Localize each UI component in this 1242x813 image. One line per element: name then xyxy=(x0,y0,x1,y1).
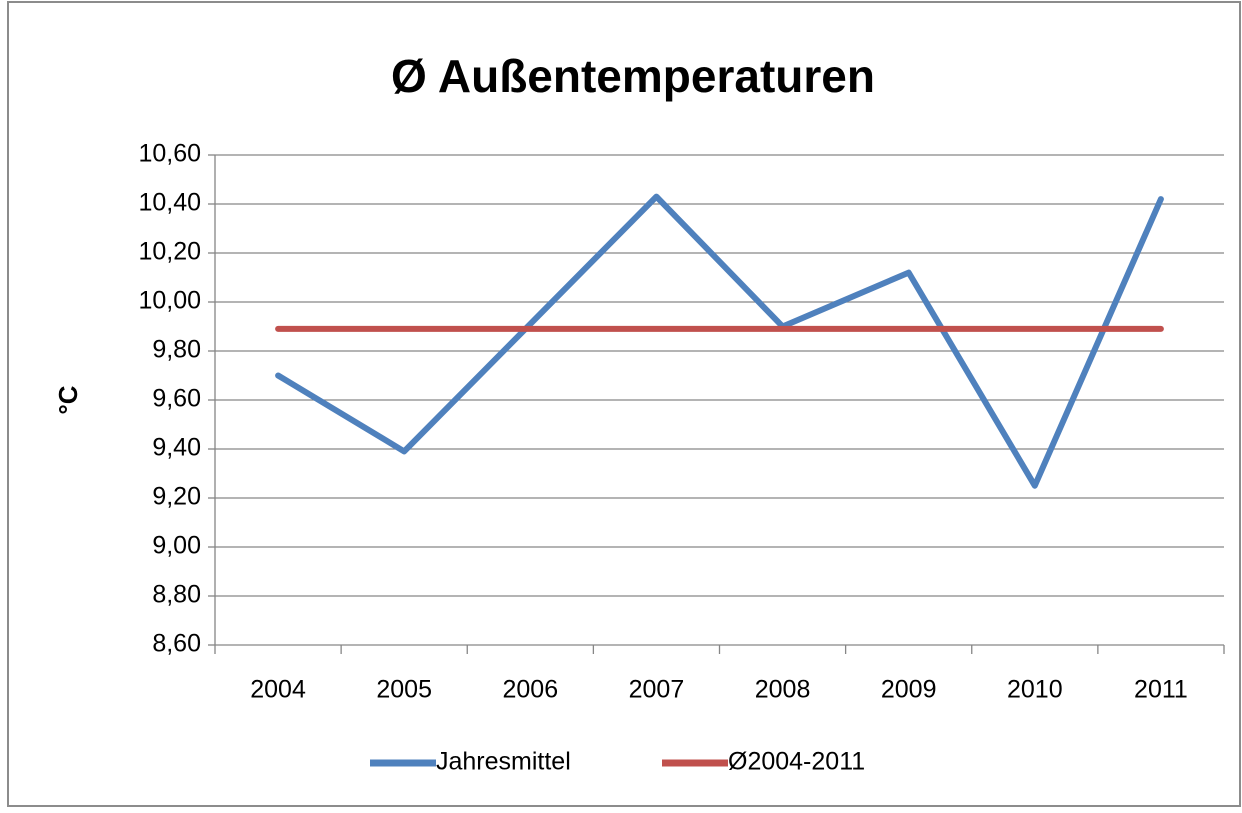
x-tick-label: 2005 xyxy=(376,676,432,704)
y-tick-label: 10,00 xyxy=(138,287,201,315)
y-tick-label: 9,00 xyxy=(152,532,201,560)
series-line xyxy=(275,193,1164,489)
x-tick-label: 2010 xyxy=(1007,676,1063,704)
x-tick-label: 2008 xyxy=(755,676,811,704)
y-axis-label: °C xyxy=(53,385,83,414)
x-tick-label: 2009 xyxy=(881,676,937,704)
y-tick-label: 9,60 xyxy=(152,385,201,413)
legend-label: Jahresmittel xyxy=(436,748,571,776)
x-tick-label: 2006 xyxy=(503,676,559,704)
y-tick-label: 10,60 xyxy=(138,140,201,168)
y-tick-label: 10,20 xyxy=(138,238,201,266)
y-tick-label: 9,80 xyxy=(152,336,201,364)
y-tick-label: 9,20 xyxy=(152,483,201,511)
chart-title: Ø Außentemperaturen xyxy=(391,50,875,102)
y-tick-label: 8,60 xyxy=(152,630,201,658)
y-tick-label: 8,80 xyxy=(152,581,201,609)
chart-frame xyxy=(7,1,1241,807)
y-tick-label: 9,40 xyxy=(152,434,201,462)
legend-label: Ø2004-2011 xyxy=(728,748,865,776)
y-tick-label: 10,40 xyxy=(138,189,201,217)
x-tick-label: 2007 xyxy=(629,676,685,704)
x-tick-label: 2011 xyxy=(1134,676,1188,704)
x-tick-label: 2004 xyxy=(250,676,306,704)
